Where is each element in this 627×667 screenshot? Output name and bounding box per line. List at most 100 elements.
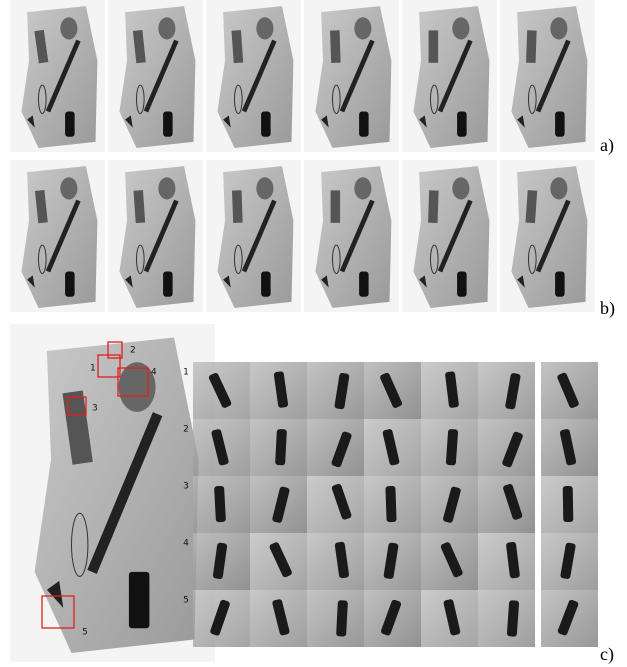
crop [478, 533, 535, 590]
bag [119, 6, 195, 148]
item [359, 271, 369, 296]
item [158, 17, 175, 39]
bag [315, 6, 391, 148]
crop-object [336, 600, 348, 636]
crop-bg [307, 476, 364, 533]
item [256, 17, 273, 39]
crop [478, 476, 535, 533]
crop [541, 533, 598, 590]
crop-bg [478, 590, 535, 647]
item [60, 17, 77, 39]
crop [541, 362, 598, 419]
item [354, 177, 371, 199]
crop [364, 419, 421, 476]
item [550, 177, 567, 199]
panel-label: b) [600, 298, 615, 319]
bag [315, 166, 391, 308]
crop [364, 476, 421, 533]
xray-image [500, 160, 595, 312]
crop [541, 419, 598, 476]
crop-bg [478, 419, 535, 476]
region-marker: 2 [130, 346, 136, 356]
item [354, 17, 371, 39]
bag [21, 166, 97, 308]
item [129, 572, 150, 628]
xray-image [206, 0, 301, 152]
crop [541, 476, 598, 533]
xray-image [108, 0, 203, 152]
panel-label: a) [600, 135, 614, 156]
crop-object [563, 486, 574, 522]
xray-image [402, 0, 497, 152]
crop [250, 362, 307, 419]
item [457, 111, 467, 136]
item [526, 30, 537, 63]
crop [307, 362, 364, 419]
crop [541, 590, 598, 647]
row-label: 2 [183, 425, 189, 435]
item [158, 177, 175, 199]
xray-image [10, 160, 105, 312]
crop-object [385, 486, 396, 522]
bag [217, 166, 293, 308]
item [163, 271, 173, 296]
bag [511, 6, 587, 148]
crop [421, 476, 478, 533]
crop-bg [307, 419, 364, 476]
crop-bg [478, 533, 535, 590]
bag [21, 6, 97, 148]
crop-bg [478, 476, 535, 533]
row-label: 5 [183, 596, 189, 606]
crop [364, 590, 421, 647]
crop [421, 419, 478, 476]
bag [35, 338, 199, 653]
crop-object [214, 486, 226, 522]
crop [307, 590, 364, 647]
row-label: 1 [183, 368, 189, 378]
crop [193, 476, 250, 533]
item [428, 190, 439, 223]
item [261, 111, 271, 136]
crop [250, 590, 307, 647]
crop-object [275, 429, 287, 465]
item [452, 17, 469, 39]
crop [478, 419, 535, 476]
item [429, 30, 439, 62]
item [457, 271, 467, 296]
region-marker: 1 [90, 364, 96, 374]
item [555, 271, 565, 296]
region-marker: 5 [82, 628, 88, 638]
crop [307, 533, 364, 590]
crop [250, 476, 307, 533]
crop [250, 533, 307, 590]
crop [307, 476, 364, 533]
crop [307, 419, 364, 476]
crop [193, 533, 250, 590]
item [65, 271, 75, 296]
xray-image [10, 0, 105, 152]
xray-image [304, 160, 399, 312]
crop [193, 590, 250, 647]
xray-image [108, 160, 203, 312]
xray-image [402, 160, 497, 312]
bag [217, 6, 293, 148]
panel-label: c) [600, 644, 614, 665]
bag [119, 166, 195, 308]
crop [421, 533, 478, 590]
crop-bg [307, 362, 364, 419]
xray-image [304, 0, 399, 152]
crop [193, 362, 250, 419]
item [452, 177, 469, 199]
figure: a) b) c) 1234512345 [0, 0, 627, 667]
item [555, 111, 565, 136]
item [163, 111, 173, 136]
xray-image [500, 0, 595, 152]
row-label: 4 [183, 539, 189, 549]
item [60, 177, 77, 199]
figure-canvas: a) b) c) 1234512345 [0, 0, 627, 667]
bag [413, 6, 489, 148]
crop [421, 362, 478, 419]
item [359, 111, 369, 136]
crop [478, 590, 535, 647]
crop [250, 419, 307, 476]
